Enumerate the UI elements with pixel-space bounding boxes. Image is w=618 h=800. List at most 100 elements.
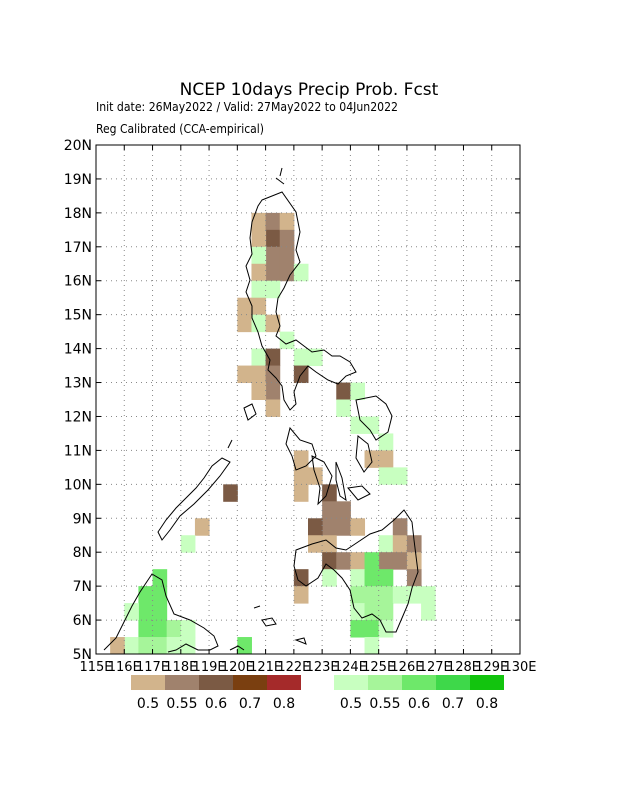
prob-cell (265, 212, 281, 231)
prob-cell (251, 229, 267, 248)
prob-cell (406, 552, 422, 570)
coastline-small-islands (229, 177, 285, 651)
legend-swatch (470, 675, 504, 690)
lat-tick-label: 18N (64, 206, 92, 222)
legend-swatch (267, 675, 301, 690)
prob-cell (378, 467, 394, 485)
prob-cell (237, 314, 252, 333)
prob-cell (251, 212, 267, 231)
prob-cell (378, 569, 394, 587)
prob-cell (251, 382, 267, 400)
lon-tick-label: 115E (79, 660, 112, 675)
prob-cell (251, 348, 267, 367)
prob-cell (350, 552, 366, 570)
coastline-palawan (157, 439, 233, 541)
coastline-borneo (103, 573, 219, 653)
coastline-bohol (347, 485, 371, 501)
prob-cell (265, 280, 281, 299)
coastline-mindoro (243, 403, 257, 421)
lat-tick-label: 14N (64, 342, 92, 358)
legend-swatch (165, 675, 199, 690)
prob-cell (251, 263, 267, 282)
prob-cell (308, 467, 323, 485)
prob-cell (223, 484, 238, 502)
prob-cell (265, 314, 281, 333)
longitude-axis: 115E116E117E118E119E120E121E122E123E124E… (79, 145, 537, 675)
prob-cell (350, 382, 366, 400)
prob-cell (265, 399, 281, 417)
legend-swatch (402, 675, 436, 690)
lon-tick-label: 126E (390, 660, 423, 675)
legend-label: 0.5 (137, 696, 159, 712)
prob-cell (279, 263, 295, 282)
prob-cell (392, 552, 408, 570)
prob-cell (279, 331, 295, 350)
probability-cells (110, 212, 436, 655)
prob-cell (251, 246, 267, 265)
prob-cell (364, 552, 380, 570)
prob-cell (336, 382, 351, 400)
legend-swatch (131, 675, 165, 690)
prob-cell (392, 467, 408, 485)
prob-cell (336, 552, 351, 570)
prob-cell (364, 620, 380, 638)
prob-cell (237, 637, 252, 655)
prob-cell (138, 603, 154, 621)
map-subtitle-method: Reg Calibrated (CCA-empirical) (96, 122, 264, 136)
prob-cell (406, 569, 422, 587)
latitude-axis: 5N 6N 7N 8N 9N 10N 11N 12N 13N 14N 15N 16N 17N 18N 19N… (64, 138, 520, 663)
prob-cell (265, 263, 281, 282)
prob-cell (392, 518, 408, 536)
lon-tick-label: 121E (249, 660, 282, 675)
prob-cell (138, 637, 154, 655)
prob-cell (293, 467, 309, 485)
coastline-panay (285, 426, 317, 471)
coastline-sulu (261, 617, 307, 645)
lon-tick-label: 123E (306, 660, 339, 675)
prob-cell (364, 637, 380, 655)
lon-tick-label: 120E (221, 660, 254, 675)
coastline-cebu (335, 461, 347, 502)
prob-cell (152, 603, 168, 621)
prob-cell (265, 348, 281, 367)
lon-tick-label: 130E (503, 660, 536, 675)
prob-cell (308, 518, 323, 536)
lat-tick-label: 6N (73, 613, 92, 629)
prob-cell (421, 603, 436, 621)
prob-cell (152, 637, 168, 655)
legend-label: 0.7 (239, 696, 261, 712)
prob-cell (364, 416, 380, 434)
lat-tick-label: 12N (64, 409, 92, 425)
prob-cell (350, 416, 366, 434)
prob-cell (350, 569, 366, 587)
lon-tick-label: 116E (108, 660, 141, 675)
lat-tick-label: 20N (64, 138, 92, 154)
map-title: NCEP 10days Precip Prob. Fcst (180, 80, 439, 100)
prob-cell (322, 484, 337, 502)
prob-cell (350, 620, 366, 638)
prob-cell (364, 569, 380, 587)
wet-probability-legend: 0.5 0.55 0.6 0.7 0.8 (334, 675, 504, 712)
lat-tick-label: 7N (73, 579, 92, 595)
coastline-samar (355, 395, 393, 441)
prob-cell (378, 450, 394, 468)
lat-tick-label: 16N (64, 274, 92, 290)
coastline-negros (311, 455, 333, 506)
prob-cell (279, 212, 295, 231)
prob-cell (293, 263, 309, 282)
lat-tick-label: 13N (64, 376, 92, 392)
lon-tick-label: 124E (334, 660, 367, 675)
prob-cell (293, 569, 309, 587)
legend-label: 0.6 (205, 696, 227, 712)
lat-tick-label: 8N (73, 545, 92, 561)
lat-tick-label: 15N (64, 308, 92, 324)
prob-cell (265, 246, 281, 265)
prob-cell (279, 229, 295, 248)
prob-cell (251, 297, 267, 316)
grid-lines (96, 145, 520, 654)
coastline-luzon (245, 167, 357, 411)
prob-cell (308, 535, 323, 553)
prob-cell (279, 246, 295, 265)
legend-label: 0.8 (273, 696, 295, 712)
